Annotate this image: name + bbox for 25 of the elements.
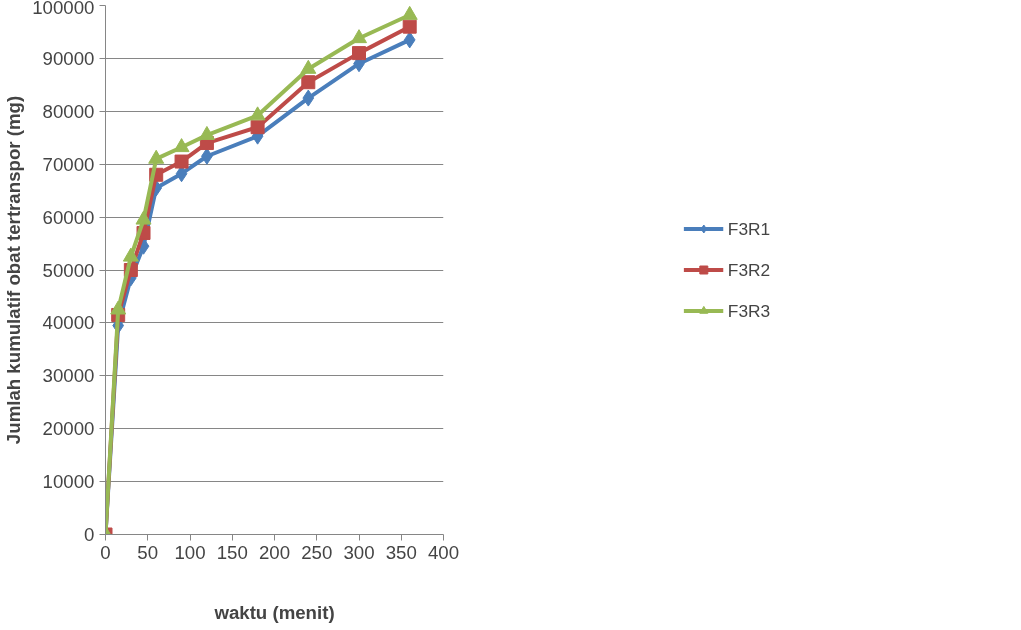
- y-tick-label: 10000: [42, 471, 95, 493]
- x-tick-label: 400: [427, 541, 460, 563]
- y-axis-title: Jumlah kumulatif obat tertranspor (mg): [3, 95, 25, 445]
- y-tick-label: 60000: [42, 206, 95, 228]
- x-axis-title: waktu (menit): [213, 601, 335, 623]
- x-tick-label: 250: [301, 541, 333, 563]
- y-tick-label: 50000: [42, 259, 95, 281]
- y-tick-label: 90000: [42, 47, 95, 69]
- y-tick-label: 0: [84, 524, 95, 545]
- x-tick-label: 100: [174, 541, 206, 563]
- y-tick-label: 40000: [42, 312, 95, 334]
- x-tick-label: 350: [385, 541, 417, 563]
- y-tick-label: 100000: [32, 0, 95, 18]
- y-tick-label: 30000: [42, 365, 95, 387]
- x-tick-label: 50: [137, 541, 159, 563]
- x-tick-label: 300: [343, 541, 375, 563]
- legend-label: F3R2: [727, 259, 771, 280]
- y-tick-label: 70000: [42, 153, 95, 175]
- legend-label: F3R3: [727, 300, 771, 321]
- legend-label: F3R1: [727, 218, 771, 239]
- y-tick-label: 20000: [42, 418, 95, 440]
- y-tick-label: 80000: [42, 100, 95, 122]
- x-tick-label: 0: [100, 541, 111, 563]
- x-tick-label: 150: [216, 541, 248, 563]
- x-tick-label: 200: [258, 541, 291, 563]
